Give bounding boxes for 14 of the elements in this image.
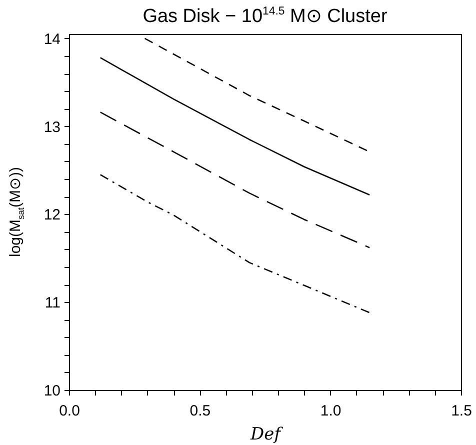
x-tick-label: 1.0: [320, 402, 342, 420]
line-series: [100, 57, 370, 196]
y-tick-label: 13: [44, 118, 60, 136]
y-tick-label: 12: [44, 206, 60, 224]
x-tick-label: 0.0: [59, 402, 80, 420]
x-tick-label: 0.5: [190, 402, 211, 420]
line-series: [100, 174, 370, 314]
y-tick-label: 10: [44, 382, 60, 400]
x-axis-title: Def: [250, 424, 284, 444]
x-tick-label: 1.5: [451, 402, 472, 420]
y-tick-label: 11: [44, 294, 60, 312]
line-series: [100, 112, 370, 248]
chart-title: Gas Disk − 10$^{14.5}$ M⊙ Cluster: [142, 4, 388, 28]
y-tick-label: 14: [44, 30, 60, 48]
